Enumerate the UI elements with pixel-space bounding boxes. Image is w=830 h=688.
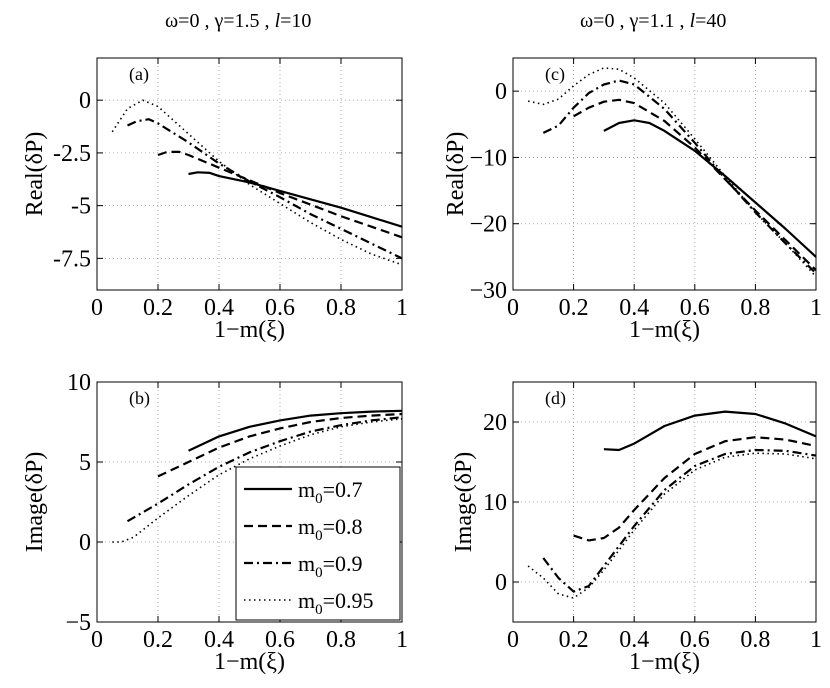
legend-label: m0=0.7 [298,477,363,507]
plot-frame [96,381,403,623]
x-tick-label: 0.2 [559,295,589,321]
x-tick-label: 0 [507,295,519,321]
legend: m0=0.7 m0=0.8 m0=0.9 m0=0.95 [235,466,401,621]
x-tick-label: 1 [396,295,408,321]
x-axis-label: 1−m(ξ) [214,649,285,675]
x-tick-label: 1 [810,295,822,321]
y-tick-label: -7.5 [53,246,91,272]
series-line-dashed [157,412,403,478]
plot-frame [96,57,403,291]
legend-label: m0=0.9 [298,551,363,581]
y-axis-label: Real(δP) [443,132,469,217]
series-line-dotted [527,67,817,278]
left-title-prefix: ω=0 , γ=1.5 , [165,10,275,32]
y-tick-label: -2.5 [53,141,91,167]
right-title-prefix: ω=0 , γ=1.1 , [580,10,690,32]
x-axis-label: 1−m(ξ) [629,649,700,675]
x-tick-label: 0.6 [680,627,710,653]
left-title-suffix: =10 [280,10,312,32]
y-tick-label: 10 [483,490,507,516]
y-tick-label: 10 [67,370,91,396]
y-tick-label: 20 [483,410,507,436]
x-tick-label: 0.2 [559,627,589,653]
series-line-dashdot [542,448,817,593]
series-line-dotted [527,452,817,599]
x-tick-label: 0.8 [740,627,770,653]
x-tick-label: 0.2 [143,295,173,321]
panel-label: (b) [129,388,150,409]
panel-label: (a) [129,64,149,85]
y-tick-label: 0 [495,570,507,596]
series-line-solid [603,410,817,452]
x-tick-label: 0.8 [740,295,770,321]
x-tick-label: 0.4 [204,627,234,653]
series-line-dashdot [542,79,817,275]
panel-a: 0 0.2 0.4 0.6 0.8 1 0 -2.5 -5 -7.5 1−m(ξ) Real(δP) (… [22,57,408,343]
legend-box [235,466,401,621]
panel-label: (c) [545,64,565,85]
series-line-dotted [112,418,403,543]
right-title-suffix: =40 [695,10,727,32]
legend-label: m0=0.8 [298,514,363,544]
series-line-dashed [573,436,817,542]
y-axis-label: Image(δP) [451,452,477,553]
y-tick-label: 5 [79,450,91,476]
x-tick-label: 0 [91,295,103,321]
y-tick-label: −30 [469,278,507,304]
y-tick-label: −20 [469,212,507,238]
x-tick-label: 0.8 [326,627,356,653]
series-line-solid [188,409,403,452]
panel-label: (d) [545,388,566,409]
series-line-dashdot [127,118,403,260]
y-tick-label: 0 [79,530,91,556]
x-tick-label: 0.4 [619,295,649,321]
y-tick-label: −5 [65,610,91,636]
x-tick-label: 0.4 [619,627,649,653]
y-axis-label: Real(δP) [22,132,48,217]
x-tick-label: 0.6 [265,295,295,321]
series-line-dashed [573,98,817,271]
x-tick-label: 1 [810,627,822,653]
x-tick-label: 0.6 [680,295,710,321]
y-tick-label: 0 [79,88,91,114]
right-column-title: ω=0 , γ=1.1 , l=40 [580,10,726,33]
y-tick-label: 0 [495,79,507,105]
x-tick-label: 0.6 [265,627,295,653]
series-line-solid [603,119,817,258]
left-title-l: l [274,10,281,32]
x-tick-label: 0.4 [204,295,234,321]
plot-frame [512,57,817,291]
x-tick-label: 1 [396,627,408,653]
legend-label: m0=0.95 [298,588,374,618]
left-column-title: ω=0 , γ=1.5 , l=10 [165,10,311,33]
series-line-dashdot [126,416,403,523]
y-axis-label: Image(δP) [22,452,48,553]
x-tick-label: 0.2 [143,627,173,653]
right-title-l: l [689,10,696,32]
x-axis-label: 1−m(ξ) [214,317,285,343]
x-tick-label: 0 [507,627,519,653]
y-tick-label: -5 [71,194,91,220]
x-tick-label: 0 [91,627,103,653]
series-line-dashed [157,150,403,239]
y-tick-label: −10 [469,145,507,171]
x-axis-label: 1−m(ξ) [629,317,700,343]
panel-c: 0 0.2 0.4 0.6 0.8 1 0 −10 −20 −30 1−m(ξ) Real(δP) (c… [443,57,822,343]
x-tick-label: 0.8 [326,295,356,321]
